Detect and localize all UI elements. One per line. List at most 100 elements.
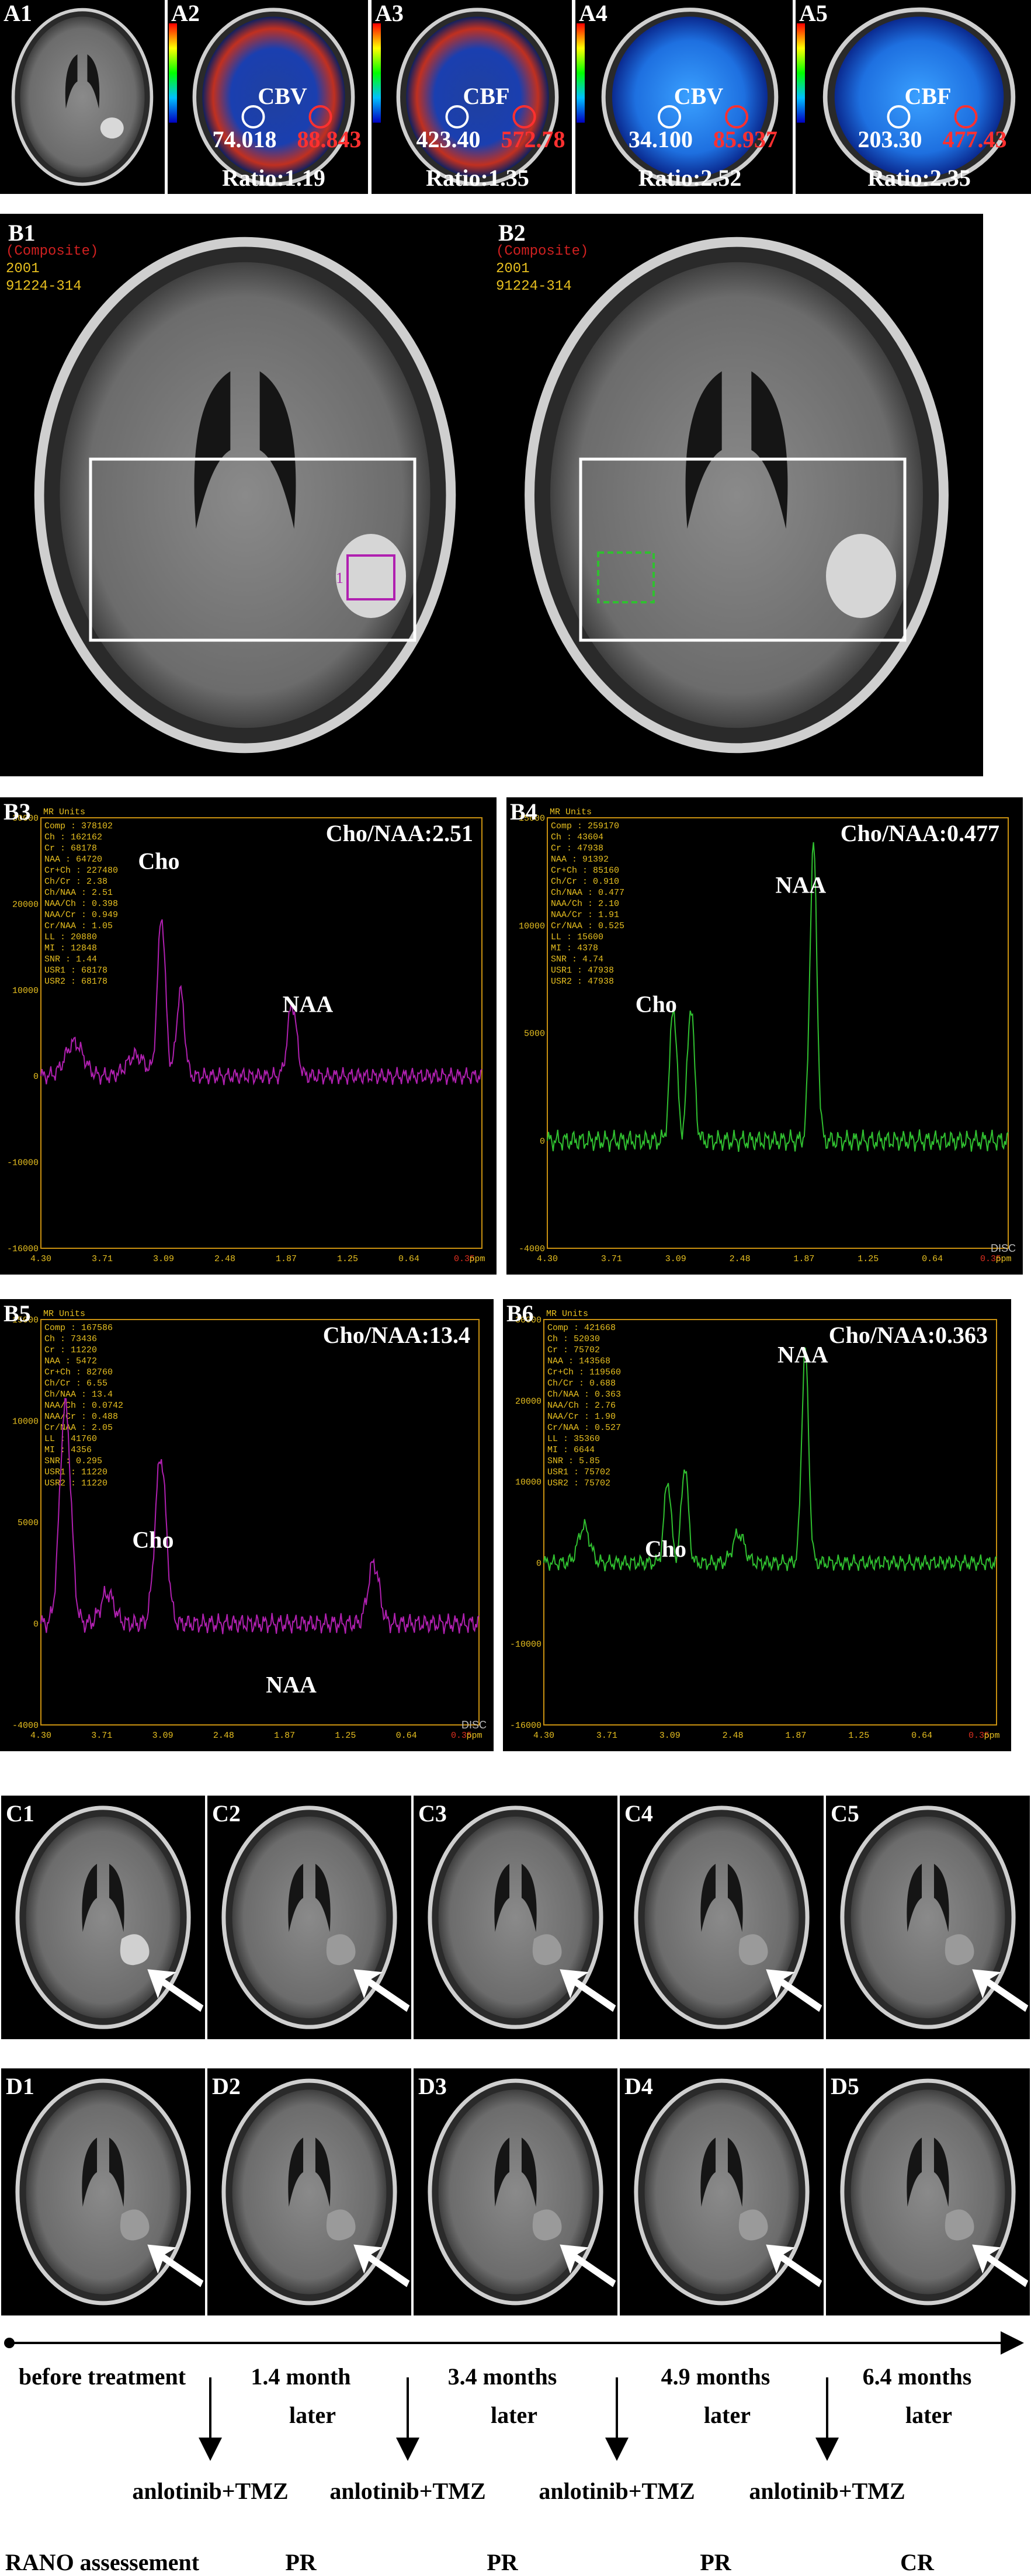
arrow <box>766 2244 822 2287</box>
time-label: 4.9 months <box>661 2363 770 2390</box>
time-label: 3.4 months <box>448 2363 557 2390</box>
timeline-start <box>4 2338 15 2348</box>
brain-tissue <box>438 1816 593 2019</box>
brain-tissue <box>232 1816 387 2019</box>
param: NAA/Cr : 0.949 <box>44 910 118 920</box>
param: Comp : 167586 <box>44 1323 113 1333</box>
x-tick-label: 0.35 <box>968 1731 990 1741</box>
ratio: Cho/NAA:2.51 <box>326 820 473 846</box>
color-bar <box>797 23 805 123</box>
brain-tissue <box>612 16 768 178</box>
y-tick-label: 20000 <box>12 900 39 909</box>
roi-lesion <box>512 105 536 129</box>
ventricle <box>109 1863 124 1932</box>
panel-label: C2 <box>212 1800 241 1827</box>
rano-result: PR <box>487 2549 518 2575</box>
y-tick-label: 5000 <box>18 1518 39 1528</box>
param: Comp : 421668 <box>547 1323 616 1333</box>
arrow <box>560 2244 616 2287</box>
param: Cr+Ch : 119560 <box>547 1367 621 1377</box>
param: LL : 15600 <box>551 932 603 942</box>
param: SNR : 0.295 <box>44 1456 102 1466</box>
param: Cr+Ch : 227480 <box>44 866 118 876</box>
lesion <box>120 1934 150 1966</box>
lesion-value: 477.43 <box>943 126 1007 152</box>
spectrum-trace <box>40 919 482 1086</box>
panel-label: C4 <box>624 1800 653 1827</box>
peak-label: Cho <box>132 1527 173 1553</box>
panel-label: A5 <box>799 0 828 26</box>
roi-normal <box>887 105 911 129</box>
rano-result: PR <box>700 2549 731 2575</box>
x-tick-label: 2.48 <box>214 1254 235 1264</box>
panel-label: A1 <box>4 0 32 26</box>
x-tick-label: 4.30 <box>30 1254 51 1264</box>
voxel-label: 1 <box>336 570 343 586</box>
ventricle <box>109 2137 124 2207</box>
panel-label: B3 <box>4 799 31 825</box>
time-label: later <box>905 2402 952 2428</box>
panel-label: D3 <box>418 2073 447 2099</box>
y-tick-label: 10000 <box>12 1417 39 1427</box>
brain-tissue <box>20 16 145 178</box>
param: Cr/NAA : 0.525 <box>551 921 624 931</box>
param: USR2 : 47938 <box>551 977 614 987</box>
panel-label: C3 <box>418 1800 447 1827</box>
param: Cr : 11220 <box>44 1345 97 1355</box>
overlay-text: (Composite) <box>496 244 588 259</box>
x-tick-label: 3.71 <box>92 1254 113 1264</box>
panel-label: B6 <box>506 1300 534 1327</box>
param: MI : 4378 <box>551 943 598 953</box>
param: Cr : 47938 <box>551 843 603 853</box>
lesion <box>826 534 896 618</box>
param: Ch : 43604 <box>551 832 603 842</box>
param: Ch/NAA : 0.477 <box>551 888 624 898</box>
normal-value: 203.30 <box>858 126 922 152</box>
ventricle <box>727 1863 743 1932</box>
x-tick-label: 1.25 <box>337 1254 358 1264</box>
x-tick-label: 1.87 <box>785 1731 806 1741</box>
y-tick-label: 0 <box>536 1558 541 1568</box>
color-bar <box>373 23 381 123</box>
peak-label: NAA <box>266 1671 317 1697</box>
y-tick-label: 0 <box>33 1620 39 1630</box>
ratio: Cho/NAA:0.477 <box>841 820 999 846</box>
x-tick-label: 3.09 <box>665 1254 686 1264</box>
ratio: Cho/NAA:13.4 <box>323 1322 470 1348</box>
overlay-text: 2001 <box>496 261 530 277</box>
color-bar <box>169 23 177 123</box>
panel-bg <box>506 797 1023 1275</box>
x-tick-label: 0.35 <box>454 1254 475 1264</box>
plot-frame <box>40 817 482 1249</box>
panel-label: B1 <box>8 220 36 246</box>
normal-value: 423.40 <box>416 126 481 152</box>
param: NAA/Ch : 0.0742 <box>44 1401 123 1411</box>
param: NAA : 143568 <box>547 1356 610 1366</box>
x-tick-label: 1.25 <box>335 1731 356 1741</box>
lesion <box>532 1934 562 1966</box>
param: Ch/Cr : 0.910 <box>551 877 619 887</box>
ratio: Cho/NAA:0.363 <box>829 1322 988 1348</box>
voxel <box>597 551 655 603</box>
param: USR2 : 11220 <box>44 1478 107 1488</box>
roi-lesion <box>308 105 332 129</box>
brain-tissue <box>438 2089 593 2294</box>
ratio: Ratio:2.52 <box>638 165 742 191</box>
roi-normal <box>445 105 469 129</box>
peak-label: Cho <box>138 848 179 874</box>
measure-label: CBF <box>905 83 952 109</box>
x-tick-label: 1.87 <box>793 1254 814 1264</box>
ratio: Ratio:1.19 <box>222 165 325 191</box>
treatment: anlotinib+TMZ <box>539 2478 695 2504</box>
panel-label: D4 <box>624 2073 653 2099</box>
param: NAA/Cr : 0.488 <box>44 1412 118 1422</box>
param: USR1 : 75702 <box>547 1467 610 1477</box>
param: NAA/Ch : 2.10 <box>551 899 619 909</box>
brain-tissue <box>26 2089 180 2294</box>
param: Cr+Ch : 82760 <box>44 1367 113 1377</box>
x-tick-label: 3.71 <box>596 1731 617 1741</box>
spectrum-trace <box>547 842 1009 1152</box>
time-label: before treatment <box>19 2363 186 2390</box>
peak-label: NAA <box>776 872 827 898</box>
param: Cr : 68178 <box>44 843 97 853</box>
